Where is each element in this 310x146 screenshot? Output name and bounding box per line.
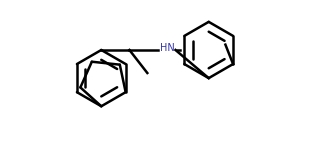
Text: HN: HN: [160, 43, 175, 53]
